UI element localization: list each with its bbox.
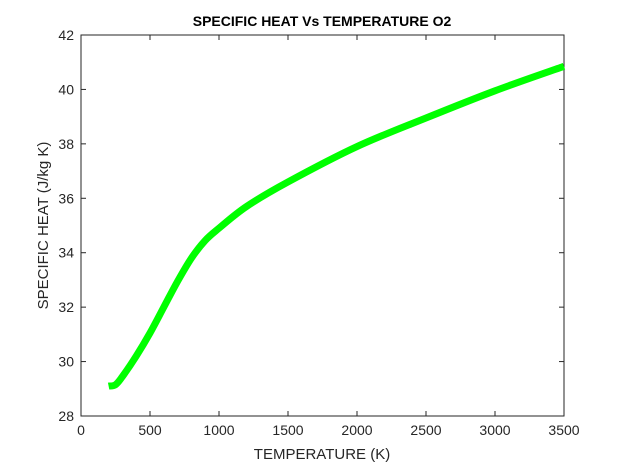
chart-title: SPECIFIC HEAT Vs TEMPERATURE O2 [193, 13, 452, 29]
y-tick-label: 30 [58, 354, 74, 370]
ticks: 0 500 1000 1500 2000 2500 3000 3500 28 30 32 34 36 38… [58, 27, 579, 438]
y-tick-label: 34 [58, 245, 74, 261]
y-tick-label: 40 [58, 81, 74, 97]
x-axis-label: TEMPERATURE (K) [254, 446, 390, 463]
x-tick-label: 500 [138, 422, 162, 438]
x-tick-label: 0 [77, 422, 85, 438]
x-tick-label: 1000 [203, 422, 234, 438]
x-tick-label: 2000 [341, 422, 372, 438]
x-tick-label: 3500 [548, 422, 579, 438]
x-tick-label: 2500 [410, 422, 441, 438]
y-tick-label: 38 [58, 136, 74, 152]
y-tick-label: 36 [58, 190, 74, 206]
y-tick-label: 32 [58, 299, 74, 315]
x-tick-label: 1500 [272, 422, 303, 438]
series-line-O2 [107, 62, 566, 390]
y-axis-label: SPECIFIC HEAT (J/kg K) [35, 142, 52, 310]
y-tick-label: 28 [58, 408, 74, 424]
x-tick-label: 3000 [479, 422, 510, 438]
y-tick-label: 42 [58, 27, 74, 43]
series [107, 62, 566, 390]
